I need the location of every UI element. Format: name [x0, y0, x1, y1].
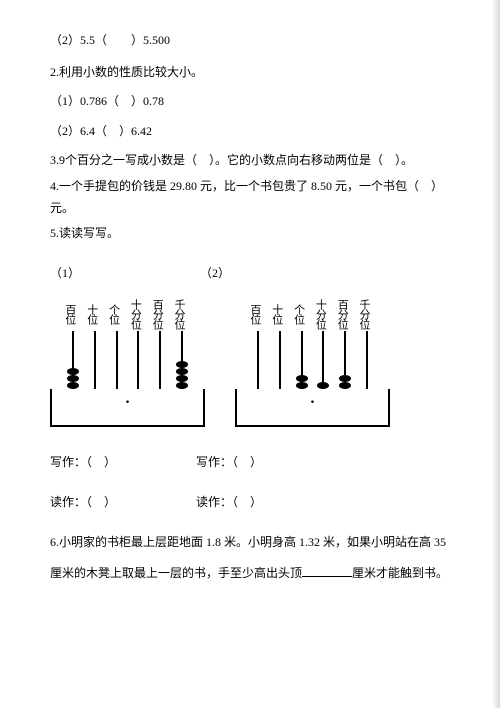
abacus-bead [67, 382, 79, 389]
abacus-rod [279, 331, 281, 389]
abacus-2-frame: . [235, 389, 390, 427]
read-row: 读作：（ ） 读作：（ ） [50, 492, 450, 514]
label: 十位 [274, 299, 286, 329]
abacus-bead [176, 368, 188, 375]
label: 十分位 [317, 299, 329, 329]
abacus-rod [344, 331, 346, 389]
abacus-bead [317, 382, 329, 389]
q5-title: 5.读读写写。 [50, 223, 450, 245]
abacus-rod [137, 331, 139, 389]
abacus-bead [67, 368, 79, 375]
abacus-bead [176, 361, 188, 368]
q6-line1: 6.小明家的书柜最上层距地面 1.8 米。小明身高 1.32 米，如果小明站在高… [50, 532, 450, 554]
abacus-1: 百位 十位 个位 十分位 百分位 千分位 . [50, 299, 205, 427]
q5-sub2: （2） [200, 263, 230, 285]
label: 个位 [296, 299, 308, 329]
abacus-bead [339, 375, 351, 382]
q6-b: 厘米的木凳上取最上一层的书，手至少高出头顶 [50, 566, 302, 580]
abacus-2-labels: 百位 十位 个位 十分位 百分位 千分位 [235, 299, 390, 329]
write-row: 写作：（ ） 写作：（ ） [50, 452, 450, 474]
q4: 4.一个手提包的价钱是 29.80 元，比一个书包贵了 8.50 元，一个书包（… [50, 176, 450, 219]
label: 百分位 [154, 299, 166, 329]
abacus-rod [72, 331, 74, 389]
q2-1: （1）0.786（ ）0.78 [50, 91, 450, 113]
write-label-1: 写作：（ ） [50, 452, 116, 474]
read-label-1: 读作：（ ） [50, 492, 116, 514]
blank-line [302, 565, 352, 577]
read-label-2: 读作：（ ） [196, 492, 262, 514]
abacus-rod [116, 331, 118, 389]
abacus-rod [366, 331, 368, 389]
abacus-2: 百位 十位 个位 十分位 百分位 千分位 . [235, 299, 390, 427]
page-shadow [492, 0, 500, 708]
q3: 3.9个百分之一写成小数是（ ）。它的小数点向右移动两位是（ ）。 [50, 150, 450, 172]
q1-2: （2）5.5（ ）5.500 [50, 30, 450, 52]
write-label-2: 写作：（ ） [196, 452, 262, 474]
abacus-rod [322, 331, 324, 389]
abacus-bead [339, 382, 351, 389]
abacus-rod [257, 331, 259, 389]
label: 十位 [89, 299, 101, 329]
abacus-bead [67, 375, 79, 382]
abacus-bead [176, 382, 188, 389]
abacus-1-frame: . [50, 389, 205, 427]
label: 千分位 [176, 299, 188, 329]
abacus-bead [296, 382, 308, 389]
abacus-rod [301, 331, 303, 389]
q5-sub1: （1） [50, 263, 80, 285]
label: 百位 [252, 299, 264, 329]
q2-2: （2）6.4（ ）6.42 [50, 121, 450, 143]
label: 个位 [111, 299, 123, 329]
abacus-1-labels: 百位 十位 个位 十分位 百分位 千分位 [50, 299, 205, 329]
q6-line2: 厘米的木凳上取最上一层的书，手至少高出头顶 厘米才能触到书。 [50, 563, 450, 585]
abacus-rod [94, 331, 96, 389]
label: 百分位 [339, 299, 351, 329]
abacus-container: 百位 十位 个位 十分位 百分位 千分位 . 百位 十位 个位 十分位 百分位 … [50, 299, 450, 427]
abacus-bead [176, 375, 188, 382]
abacus-rod [159, 331, 161, 389]
abacus-bead [296, 375, 308, 382]
q6-c: 厘米才能触到书。 [352, 566, 448, 580]
decimal-point: . [311, 385, 315, 414]
label: 十分位 [132, 299, 144, 329]
label: 百位 [67, 299, 79, 329]
label: 千分位 [361, 299, 373, 329]
decimal-point: . [126, 385, 130, 414]
q2-title: 2.利用小数的性质比较大小。 [50, 62, 450, 84]
abacus-rod [181, 331, 183, 389]
